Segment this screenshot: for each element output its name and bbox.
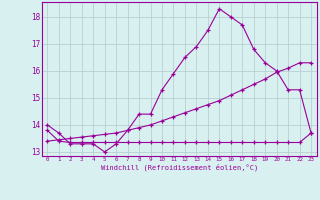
X-axis label: Windchill (Refroidissement éolien,°C): Windchill (Refroidissement éolien,°C)	[100, 164, 258, 171]
